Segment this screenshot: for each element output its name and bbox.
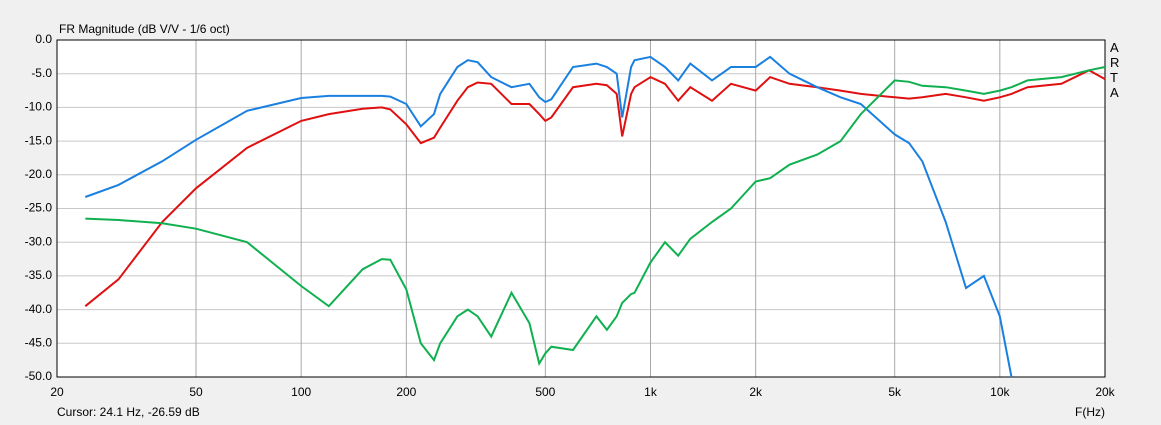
x-axis-label: F(Hz) [1075, 405, 1105, 419]
y-tick-label: -15.0 [25, 133, 53, 147]
x-tick-label: 500 [535, 385, 555, 399]
x-tick-label: 2k [749, 385, 763, 399]
y-tick-label: -25.0 [25, 201, 53, 215]
y-tick-label: 0.0 [35, 32, 52, 46]
x-tick-label: 50 [189, 385, 203, 399]
x-tick-label: 1k [644, 385, 658, 399]
x-tick-label: 5k [888, 385, 902, 399]
watermark: ARTA [1110, 40, 1120, 100]
y-tick-label: -40.0 [25, 302, 53, 316]
y-tick-label: -35.0 [25, 268, 53, 282]
series-line [85, 66, 1106, 367]
y-tick-label: -30.0 [25, 234, 53, 248]
series-line [84, 69, 1106, 307]
y-tick-label: -50.0 [25, 369, 53, 383]
x-tick-label: 20 [50, 385, 64, 399]
chart-title: FR Magnitude (dB V/V - 1/6 oct) [59, 22, 230, 36]
y-tick-label: -20.0 [25, 167, 53, 181]
series-line [84, 55, 1013, 378]
plot-border [56, 39, 1106, 378]
y-tick-label: -5.0 [31, 66, 52, 80]
y-tick-label: -10.0 [25, 100, 53, 114]
cursor-readout: Cursor: 24.1 Hz, -26.59 dB [57, 405, 200, 419]
x-tick-label: 100 [291, 385, 311, 399]
x-tick-label: 200 [396, 385, 416, 399]
x-tick-label: 10k [990, 385, 1010, 399]
y-tick-label: -45.0 [25, 335, 53, 349]
x-tick-label: 20k [1095, 385, 1115, 399]
